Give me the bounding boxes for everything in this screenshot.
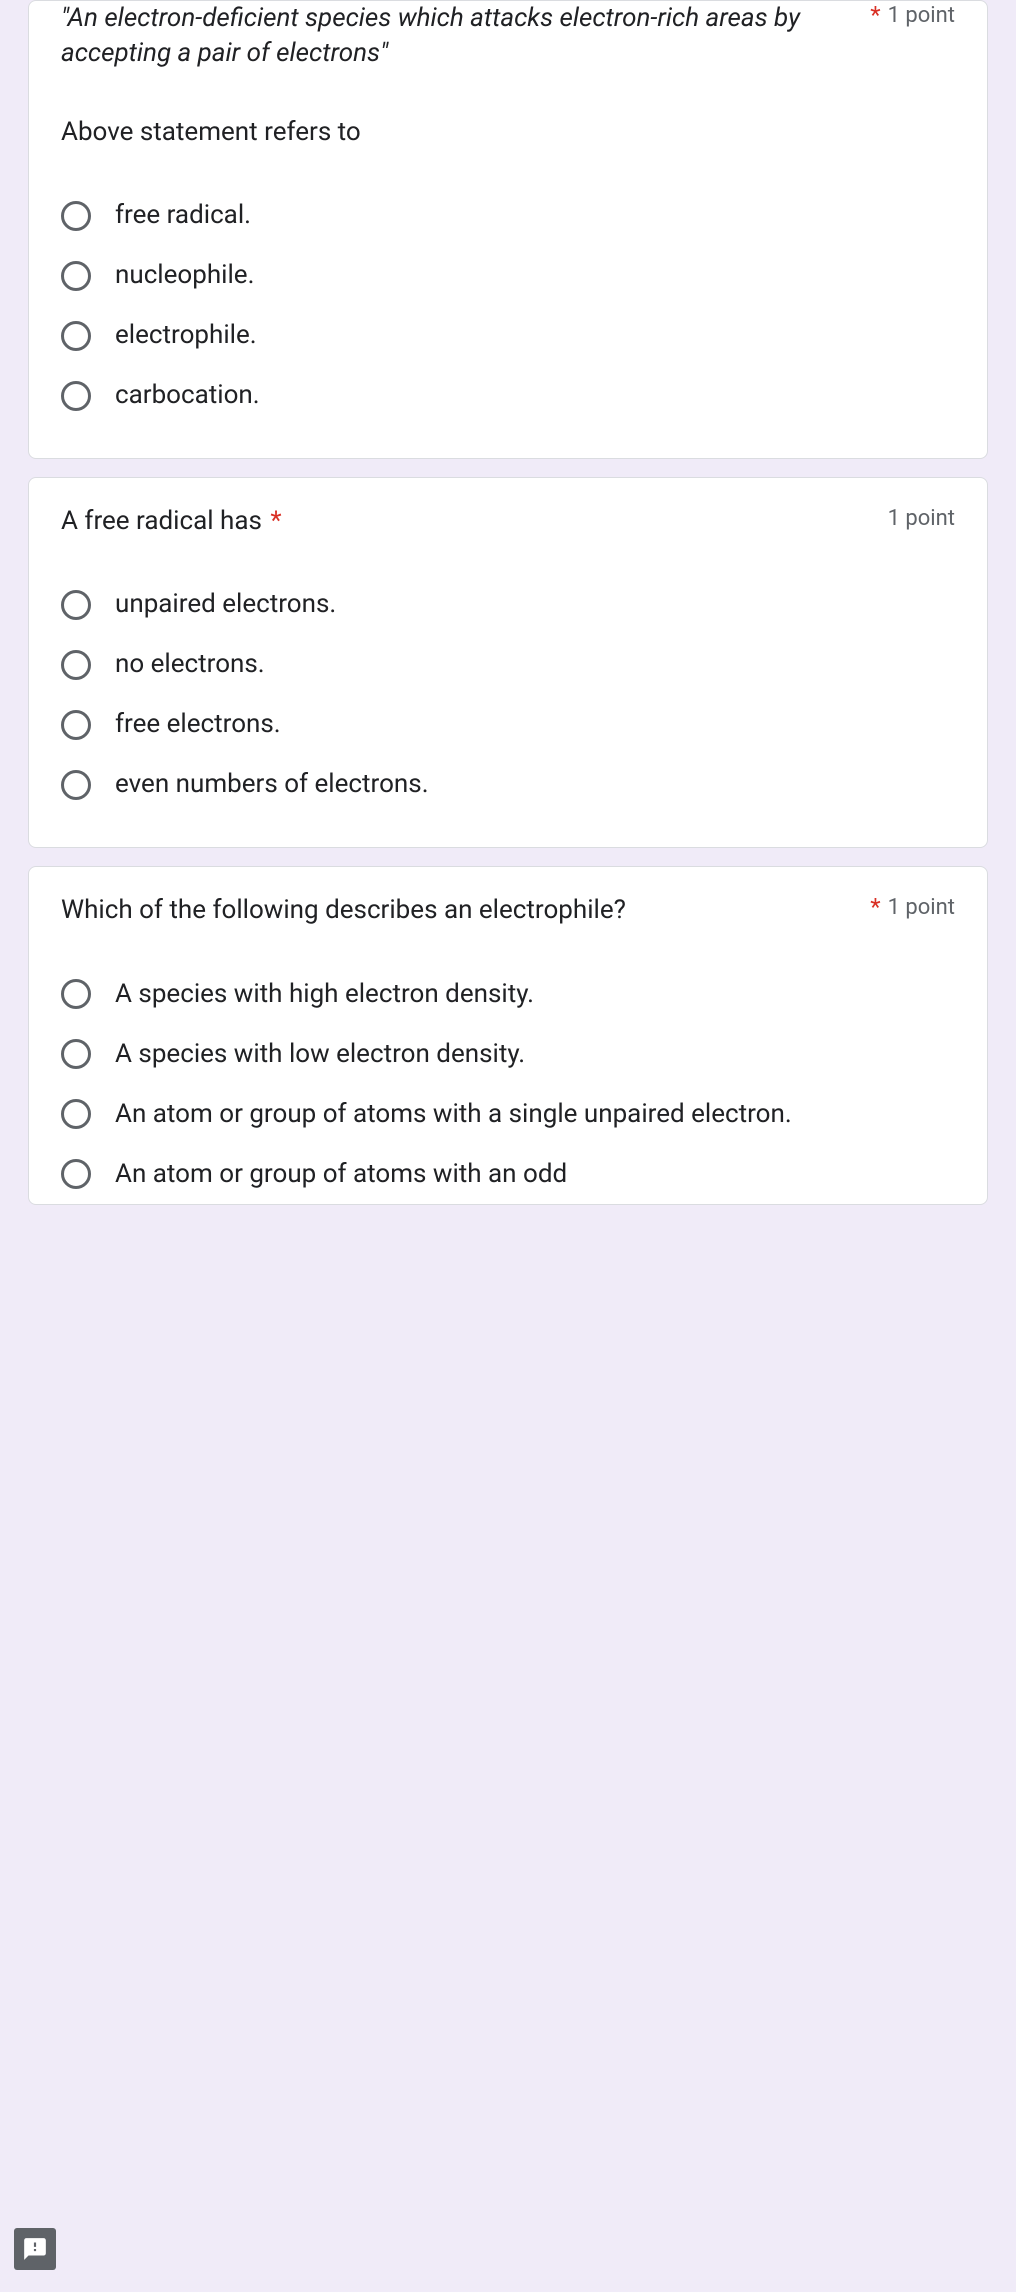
options-group: unpaired electrons. no electrons. free e… (61, 575, 955, 815)
points-container: * 1 point (870, 893, 955, 920)
radio-icon (61, 650, 91, 680)
card-header: "An electron-deficient species which att… (61, 1, 955, 150)
option-label: nucleophile. (115, 259, 254, 293)
card-header: Which of the following describes an elec… (61, 893, 955, 928)
points-text: 1 point (888, 895, 955, 920)
option-label: even numbers of electrons. (115, 768, 429, 802)
option-label: unpaired electrons. (115, 588, 336, 622)
option-label: electrophile. (115, 319, 257, 353)
option-label: free electrons. (115, 708, 281, 742)
radio-icon (61, 979, 91, 1009)
radio-option[interactable]: nucleophile. (61, 246, 955, 306)
radio-option[interactable]: unpaired electrons. (61, 575, 955, 635)
radio-icon (61, 1159, 91, 1189)
radio-icon (61, 590, 91, 620)
radio-icon (61, 1039, 91, 1069)
options-group: free radical. nucleophile. electrophile.… (61, 186, 955, 426)
option-label: free radical. (115, 199, 251, 233)
alert-icon (22, 2236, 48, 2262)
points-text: 1 point (888, 506, 955, 531)
question-title: A free radical has (61, 506, 262, 536)
required-star-icon: * (870, 3, 880, 27)
radio-option[interactable]: carbocation. (61, 366, 955, 426)
radio-option[interactable]: free radical. (61, 186, 955, 246)
question-card-1: "An electron-deficient species which att… (28, 0, 988, 459)
option-label: carbocation. (115, 379, 260, 413)
radio-icon (61, 381, 91, 411)
question-title: Which of the following describes an elec… (61, 895, 626, 925)
radio-icon (61, 201, 91, 231)
radio-option[interactable]: free electrons. (61, 695, 955, 755)
options-group: A species with high electron density. A … (61, 964, 955, 1204)
question-text-container: A free radical has * (61, 504, 872, 539)
radio-option[interactable]: An atom or group of atoms with an odd (61, 1144, 955, 1204)
option-label: no electrons. (115, 648, 265, 682)
question-quote: "An electron-deficient species which att… (61, 1, 854, 71)
card-header: A free radical has * 1 point (61, 504, 955, 539)
points-container: 1 point (888, 504, 955, 531)
radio-option[interactable]: A species with low electron density. (61, 1024, 955, 1084)
radio-icon (61, 710, 91, 740)
radio-option[interactable]: even numbers of electrons. (61, 755, 955, 815)
radio-icon (61, 1099, 91, 1129)
question-subtitle: Above statement refers to (61, 115, 854, 150)
question-text-container: Which of the following describes an elec… (61, 893, 854, 928)
radio-option[interactable]: no electrons. (61, 635, 955, 695)
required-star-icon: * (870, 895, 880, 919)
points-container: * 1 point (870, 1, 955, 28)
question-card-3: Which of the following describes an elec… (28, 866, 988, 1205)
radio-icon (61, 770, 91, 800)
radio-icon (61, 321, 91, 351)
points-text: 1 point (888, 3, 955, 28)
option-label: An atom or group of atoms with an odd (115, 1158, 567, 1192)
question-text-container: "An electron-deficient species which att… (61, 1, 854, 150)
radio-option[interactable]: electrophile. (61, 306, 955, 366)
option-label: A species with low electron density. (115, 1038, 525, 1072)
option-label: An atom or group of atoms with a single … (115, 1098, 792, 1132)
report-problem-button[interactable] (14, 2228, 56, 2270)
radio-option[interactable]: An atom or group of atoms with a single … (61, 1084, 955, 1144)
radio-icon (61, 261, 91, 291)
radio-option[interactable]: A species with high electron density. (61, 964, 955, 1024)
question-card-2: A free radical has * 1 point unpaired el… (28, 477, 988, 848)
option-label: A species with high electron density. (115, 978, 534, 1012)
required-star-icon: * (264, 506, 282, 536)
